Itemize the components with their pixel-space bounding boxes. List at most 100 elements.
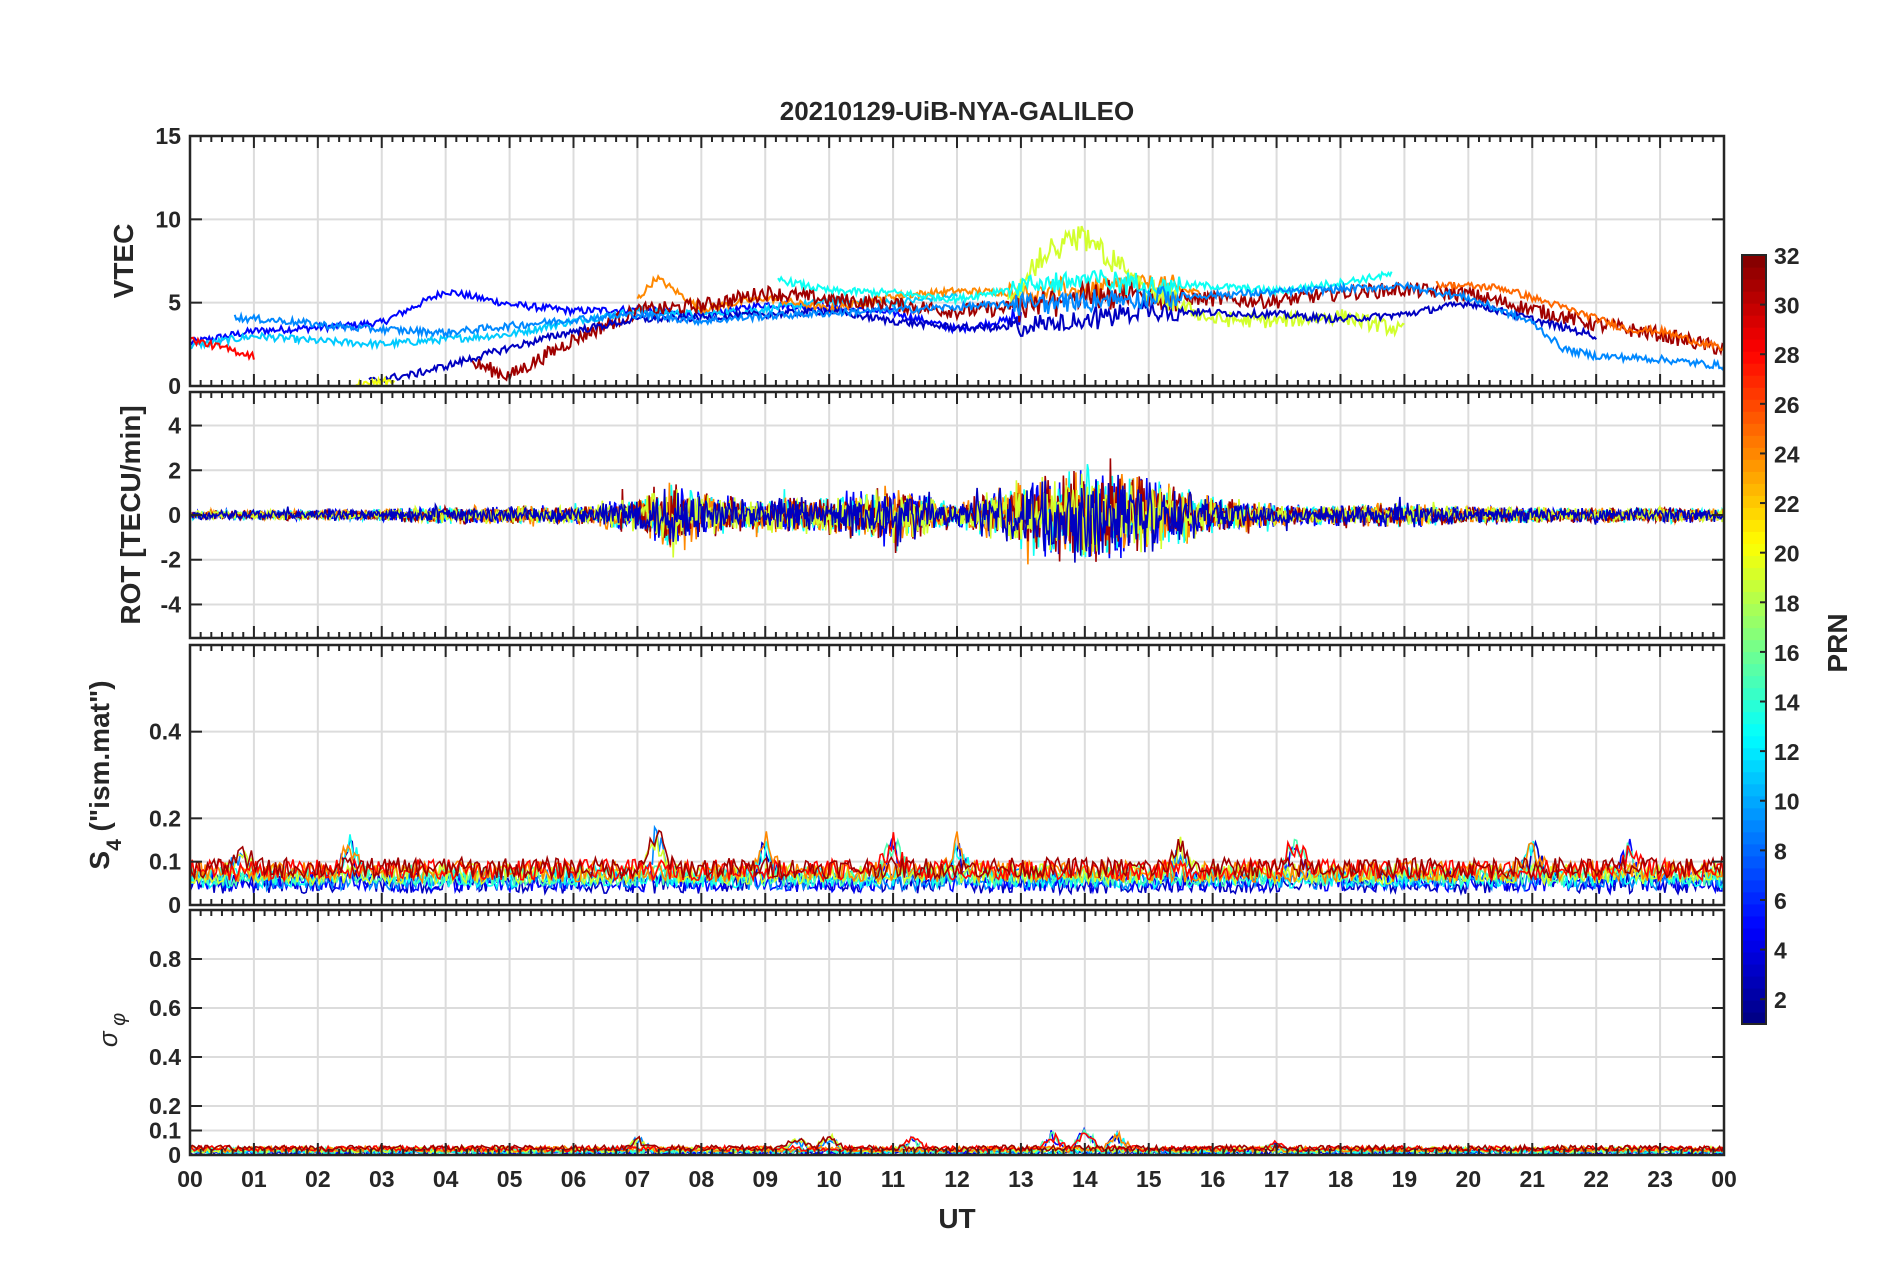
colorbar-tick-label: 28	[1774, 342, 1800, 368]
x-tick-label: 11	[881, 1166, 906, 1192]
chart-title: 20210129-UiB-NYA-GALILEO	[780, 96, 1135, 126]
colorbar-segment	[1742, 975, 1766, 989]
vtec-series-prn-25	[1435, 280, 1724, 352]
x-axis-label: UT	[938, 1203, 975, 1234]
colorbar-segment	[1742, 459, 1766, 472]
colorbar-segment	[1742, 303, 1766, 316]
colorbar-segment	[1742, 363, 1766, 376]
vtec-series-prn-11	[190, 292, 958, 351]
colorbar-tick-label: 26	[1774, 392, 1800, 418]
x-tick-label: 03	[369, 1166, 395, 1192]
vtec-panel: 0 5 10 15	[155, 123, 1726, 399]
colorbar-tick-label: 10	[1774, 789, 1800, 815]
colorbar-segment	[1742, 339, 1766, 352]
colorbar-segment	[1742, 711, 1766, 725]
x-tick-label: 05	[497, 1166, 523, 1192]
x-tick-label: 08	[689, 1166, 715, 1192]
sigma-phi-panel: 00.10.2 0.4 0.6 0.8 00 01 02 03 04 05 06 07 08 09 10 11…	[149, 908, 1737, 1192]
colorbar-label: PRN	[1822, 613, 1853, 672]
sigma_phi-y-tick-label: 0.6	[149, 995, 181, 1021]
colorbar-segment	[1742, 795, 1766, 809]
s4-series-prn-31	[190, 829, 1724, 882]
colorbar-frame	[1741, 254, 1767, 1025]
vtec-y-tick-label: 15	[155, 123, 181, 149]
colorbar-segment	[1742, 471, 1766, 484]
svg-text:σ φ: σ φ	[93, 1013, 130, 1047]
x-tick-label: 17	[1264, 1166, 1290, 1192]
colorbar-segment	[1742, 567, 1766, 581]
colorbar-segment	[1742, 855, 1766, 869]
colorbar-segment	[1742, 723, 1766, 737]
x-tick-label: 09	[752, 1166, 778, 1192]
colorbar-tick-label: 8	[1774, 838, 1787, 864]
colorbar-segment	[1742, 927, 1766, 941]
x-tick-label: 02	[305, 1166, 331, 1192]
colorbar-tick-label: 30	[1774, 293, 1800, 319]
colorbar-segment	[1742, 999, 1766, 1013]
x-tick-label: 14	[1072, 1166, 1098, 1192]
colorbar-segment	[1742, 411, 1766, 424]
colorbar-segment	[1742, 399, 1766, 412]
vtec-series-prn-3	[368, 298, 1597, 384]
vtec-series-prn-19	[1007, 225, 1405, 338]
colorbar-segment	[1742, 819, 1766, 833]
colorbar-segment	[1742, 315, 1766, 328]
colorbar-segment	[1742, 687, 1766, 701]
x-tick-label: 07	[625, 1166, 651, 1192]
colorbar-segment	[1742, 615, 1766, 629]
x-tick-label: 04	[433, 1166, 459, 1192]
s4-y-tick-label: 0.1	[149, 849, 181, 875]
s4-panel: 0 0.1 0.2 0.4	[149, 643, 1726, 918]
colorbar-segment	[1742, 759, 1766, 773]
colorbar-segment	[1742, 987, 1766, 1001]
colorbar-segment	[1742, 423, 1766, 436]
colorbar-tick-label: 24	[1774, 441, 1800, 467]
colorbar-segment	[1742, 831, 1766, 845]
x-tick-label: 00	[1711, 1166, 1737, 1192]
colorbar-segment	[1742, 267, 1766, 280]
rot-y-tick-label: -4	[161, 591, 182, 617]
x-tick-label: 01	[241, 1166, 267, 1192]
colorbar-tick-label: 16	[1774, 640, 1800, 666]
vtec-series-prn-31	[470, 279, 1724, 384]
colorbar-segment	[1742, 699, 1766, 713]
rot-y-tick-label: 2	[168, 457, 181, 483]
colorbar-segment	[1742, 447, 1766, 460]
colorbar-segment	[1742, 891, 1766, 905]
sigma_phi-y-tick-label: 0	[168, 1142, 181, 1168]
colorbar-segment	[1742, 951, 1766, 965]
vtec-series-prn-28	[190, 336, 255, 362]
x-tick-label: 18	[1328, 1166, 1354, 1192]
colorbar-segment	[1742, 903, 1766, 917]
vtec-y-tick-label: 10	[155, 206, 181, 232]
sigma_phi-y-tick-label: 0.8	[149, 946, 181, 972]
colorbar-segment	[1742, 603, 1766, 617]
colorbar-tick-label: 20	[1774, 541, 1800, 567]
x-tick-label: 15	[1136, 1166, 1162, 1192]
rot-y-tick-label: -2	[161, 547, 181, 573]
sigma_phi-y-tick-label: 0.4	[149, 1044, 181, 1070]
colorbar-segment	[1742, 591, 1766, 605]
rot-series-group	[190, 458, 1724, 565]
s4-y-tick-label: 0.2	[149, 805, 181, 831]
colorbar-segment	[1742, 651, 1766, 665]
colorbar-segment	[1742, 939, 1766, 953]
colorbar-tick-label: 6	[1774, 888, 1787, 914]
s4-series-group	[190, 824, 1724, 897]
s4-y-tick-label: 0.4	[149, 719, 181, 745]
colorbar-segment	[1742, 963, 1766, 977]
colorbar-segment	[1742, 531, 1766, 544]
colorbar-tick-label: 2	[1774, 987, 1787, 1013]
x-tick-label: 00	[177, 1166, 203, 1192]
colorbar-segment	[1742, 783, 1766, 797]
colorbar-tick-label: 32	[1774, 243, 1800, 269]
vtec-y-tick-label: 5	[168, 290, 181, 316]
colorbar-segment	[1742, 747, 1766, 761]
x-tick-label: 23	[1647, 1166, 1673, 1192]
vtec-series-prn-24	[636, 273, 1214, 316]
x-tick-label: 12	[944, 1166, 970, 1192]
colorbar-segment	[1742, 483, 1766, 496]
colorbar-segment	[1742, 291, 1766, 304]
